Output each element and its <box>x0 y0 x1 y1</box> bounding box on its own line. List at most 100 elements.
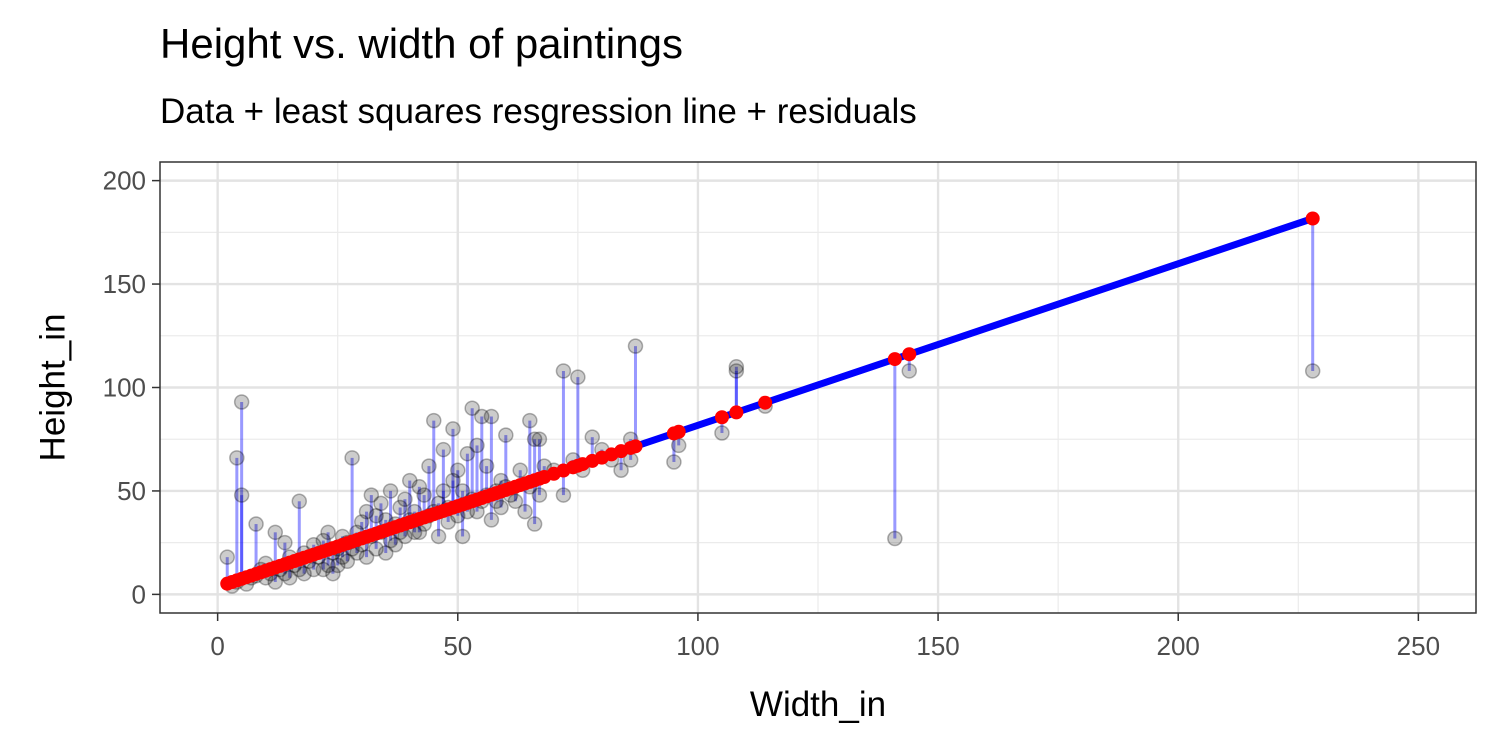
data-point <box>291 493 308 510</box>
x-tick-label: 200 <box>1157 631 1200 661</box>
data-point <box>728 359 745 375</box>
x-tick-label: 150 <box>916 631 959 661</box>
data-point <box>459 445 476 462</box>
data-point <box>493 499 509 516</box>
data-point <box>320 557 336 574</box>
data-point <box>670 437 687 454</box>
data-point <box>416 487 432 503</box>
data-point <box>555 487 572 503</box>
data-point <box>382 483 399 499</box>
data-point <box>219 549 235 565</box>
chart-title: Height vs. width of paintings <box>160 20 683 67</box>
data-point <box>435 483 452 499</box>
chart-subtitle: Data + least squares resgression line + … <box>160 92 917 131</box>
data-point <box>526 431 543 447</box>
fitted-point <box>1305 211 1320 226</box>
data-point <box>531 487 548 503</box>
data-point <box>392 499 408 516</box>
data-point <box>531 431 548 447</box>
data-point <box>353 514 370 530</box>
data-point <box>358 503 375 520</box>
y-tick-label: 200 <box>103 166 146 196</box>
fitted-points <box>220 211 1320 591</box>
data-point <box>469 437 485 454</box>
data-point <box>450 462 466 479</box>
fitted-point <box>714 410 729 425</box>
data-point <box>1304 363 1321 379</box>
data-point <box>248 516 264 532</box>
data-point <box>387 536 404 553</box>
y-tick-label: 0 <box>132 579 146 609</box>
fitted-point <box>729 405 744 420</box>
data-point <box>526 516 543 532</box>
data-point <box>517 503 533 520</box>
x-tick-label: 250 <box>1397 631 1440 661</box>
fitted-point <box>887 352 902 367</box>
data-point <box>887 530 903 547</box>
data-point <box>402 472 418 489</box>
data-point <box>281 570 298 586</box>
data-point <box>377 545 394 561</box>
data-point <box>229 450 245 466</box>
data-point <box>666 454 682 470</box>
data-point <box>426 412 442 429</box>
data-point <box>464 400 480 416</box>
data-point <box>320 524 336 541</box>
fitted-point <box>758 395 773 410</box>
data-point <box>498 427 514 443</box>
data-point <box>277 534 293 551</box>
data-point <box>435 441 452 458</box>
data-point <box>507 493 524 510</box>
data-point <box>483 408 500 425</box>
data-point <box>233 487 250 503</box>
x-tick-label: 100 <box>676 631 719 661</box>
data-point <box>368 508 384 524</box>
x-axis-title: Width_in <box>750 685 886 724</box>
data-point <box>339 553 356 570</box>
y-tick-label: 50 <box>117 476 146 506</box>
data-point <box>373 495 389 512</box>
data-point <box>584 429 601 445</box>
data-point <box>411 479 428 495</box>
data-point <box>325 565 341 582</box>
data-point <box>233 394 250 410</box>
fitted-point <box>671 424 686 439</box>
data-point <box>570 369 586 385</box>
data-point <box>512 462 528 479</box>
data-point <box>305 561 322 578</box>
data-point <box>421 458 437 474</box>
data-point <box>445 421 461 437</box>
y-tick-label: 100 <box>103 373 146 403</box>
data-point <box>445 472 461 489</box>
data-point <box>358 549 375 565</box>
data-point <box>478 458 495 474</box>
data-point <box>344 450 360 466</box>
fitted-point <box>628 439 643 454</box>
data-point <box>627 338 644 354</box>
data-point <box>454 528 471 545</box>
x-tick-label: 50 <box>443 631 472 661</box>
data-point <box>522 412 538 429</box>
data-point <box>315 561 332 578</box>
data-point <box>555 363 572 379</box>
data-point <box>613 462 629 479</box>
x-axis-ticks: 0 50 100 150 200 250 <box>210 613 1440 661</box>
data-point <box>901 363 918 379</box>
data-point <box>267 524 284 541</box>
y-axis-ticks: 0 50 100 150 200 <box>103 166 160 609</box>
data-point <box>483 512 500 528</box>
fitted-point <box>902 347 917 362</box>
data-point <box>267 574 284 590</box>
data-point <box>363 487 380 503</box>
data-point <box>397 491 413 507</box>
data-point <box>329 557 346 574</box>
data-point <box>296 565 312 582</box>
y-tick-label: 150 <box>103 269 146 299</box>
x-tick-label: 0 <box>210 631 224 661</box>
data-point <box>430 528 447 545</box>
data-point <box>368 541 384 557</box>
data-point <box>474 408 490 425</box>
data-point <box>728 363 745 379</box>
y-axis-title: Height_in <box>33 314 72 462</box>
